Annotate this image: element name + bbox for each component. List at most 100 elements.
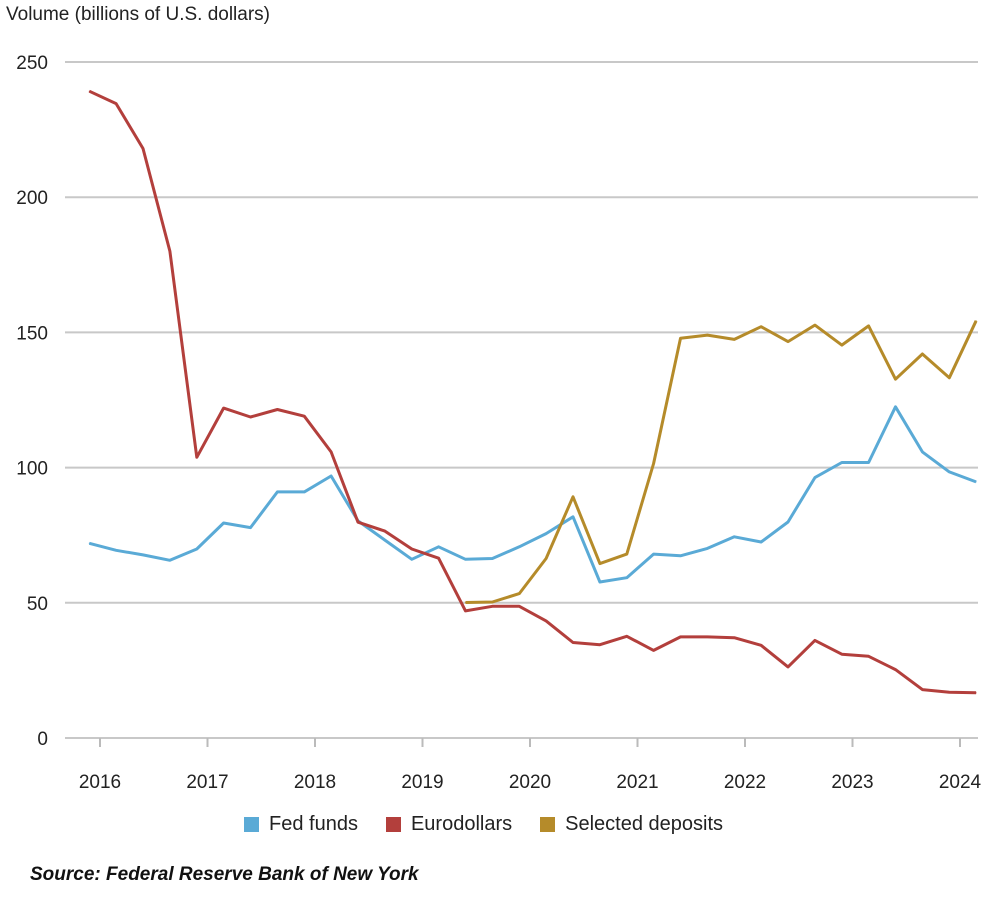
x-tick-label: 2019 <box>401 772 443 793</box>
series-line-fed-funds <box>88 405 977 584</box>
data-point <box>411 548 413 550</box>
data-point <box>814 477 816 479</box>
data-point <box>491 601 493 603</box>
x-tick-label: 2023 <box>831 772 873 793</box>
legend-label: Selected deposits <box>565 813 724 835</box>
data-point <box>223 522 225 524</box>
data-point <box>626 577 628 579</box>
data-point <box>948 471 950 473</box>
legend-swatch <box>244 817 259 832</box>
data-point <box>895 378 896 380</box>
x-tick-label: 2024 <box>939 772 982 793</box>
data-point <box>814 324 816 326</box>
legend-swatch <box>385 817 401 832</box>
data-point <box>115 103 117 105</box>
y-tick-label: 200 <box>16 188 48 209</box>
data-point <box>841 344 843 346</box>
data-point <box>841 653 843 655</box>
data-point <box>868 325 870 327</box>
data-point <box>411 558 413 560</box>
data-point <box>975 481 977 483</box>
data-point <box>545 533 547 535</box>
legend-label: Eurodollars <box>410 813 513 835</box>
data-point <box>572 516 574 518</box>
series-line-selected-deposits <box>465 320 978 604</box>
data-point <box>250 416 251 418</box>
data-point <box>680 555 681 557</box>
data-point <box>733 338 735 340</box>
data-point <box>680 636 681 638</box>
data-point <box>733 536 735 538</box>
data-point <box>948 691 950 693</box>
data-point <box>465 610 466 612</box>
data-point <box>545 557 547 559</box>
data-point <box>518 546 520 548</box>
data-point <box>599 563 601 565</box>
data-point <box>465 558 466 560</box>
legend-item: Fed funds <box>244 813 358 836</box>
data-point <box>357 521 359 523</box>
x-tick-label: 2018 <box>294 772 336 793</box>
data-point <box>303 415 305 417</box>
data-point <box>276 408 278 410</box>
data-point <box>518 605 520 607</box>
data-point <box>223 407 225 409</box>
data-point <box>384 539 386 541</box>
data-point <box>196 548 198 550</box>
data-point <box>921 689 923 691</box>
data-point <box>169 250 171 252</box>
y-tick-label: 250 <box>16 53 48 74</box>
data-point <box>88 90 90 92</box>
data-point <box>680 337 681 339</box>
data-point <box>814 639 816 641</box>
y-tick-label: 0 <box>37 729 48 750</box>
x-tick-label: 2020 <box>509 772 551 793</box>
y-tick-label: 150 <box>16 323 48 344</box>
data-point <box>760 541 762 543</box>
data-point <box>250 527 251 529</box>
x-tick-label: 2016 <box>79 772 121 793</box>
data-point <box>465 602 466 604</box>
data-point <box>868 461 870 463</box>
source-note: Source: Federal Reserve Bank of New York <box>30 864 419 885</box>
data-point <box>330 475 332 477</box>
data-point <box>706 334 708 336</box>
data-point <box>787 341 789 343</box>
series-line-eurodollars <box>88 89 977 695</box>
data-point <box>626 635 628 637</box>
data-point <box>948 377 950 379</box>
data-point <box>169 559 171 561</box>
data-point <box>760 644 762 646</box>
data-point <box>733 637 735 639</box>
data-point <box>921 353 923 355</box>
data-point <box>142 148 144 150</box>
data-point <box>626 553 628 555</box>
x-tick-label: 2021 <box>616 772 658 793</box>
legend-item: Selected deposits <box>540 813 723 836</box>
data-point <box>868 655 870 657</box>
data-point <box>276 491 278 493</box>
data-point <box>653 463 655 465</box>
y-tick-label: 100 <box>16 459 48 480</box>
data-point <box>895 669 896 671</box>
data-point <box>706 547 708 549</box>
data-point <box>196 456 198 458</box>
data-point <box>330 451 332 453</box>
data-point <box>518 593 520 595</box>
data-point <box>572 642 574 644</box>
data-point <box>706 636 708 638</box>
data-point <box>599 644 601 646</box>
data-point <box>384 530 386 532</box>
x-tick-label: 2017 <box>186 772 228 793</box>
y-axis-label: Volume (billions of U.S. dollars) <box>6 4 270 25</box>
data-point <box>491 557 493 559</box>
data-point <box>975 320 977 322</box>
data-point <box>572 496 574 498</box>
data-point <box>841 461 843 463</box>
data-point <box>303 491 305 493</box>
data-point <box>491 605 493 607</box>
data-point <box>787 666 789 668</box>
data-point <box>760 326 762 328</box>
data-point <box>438 546 440 548</box>
